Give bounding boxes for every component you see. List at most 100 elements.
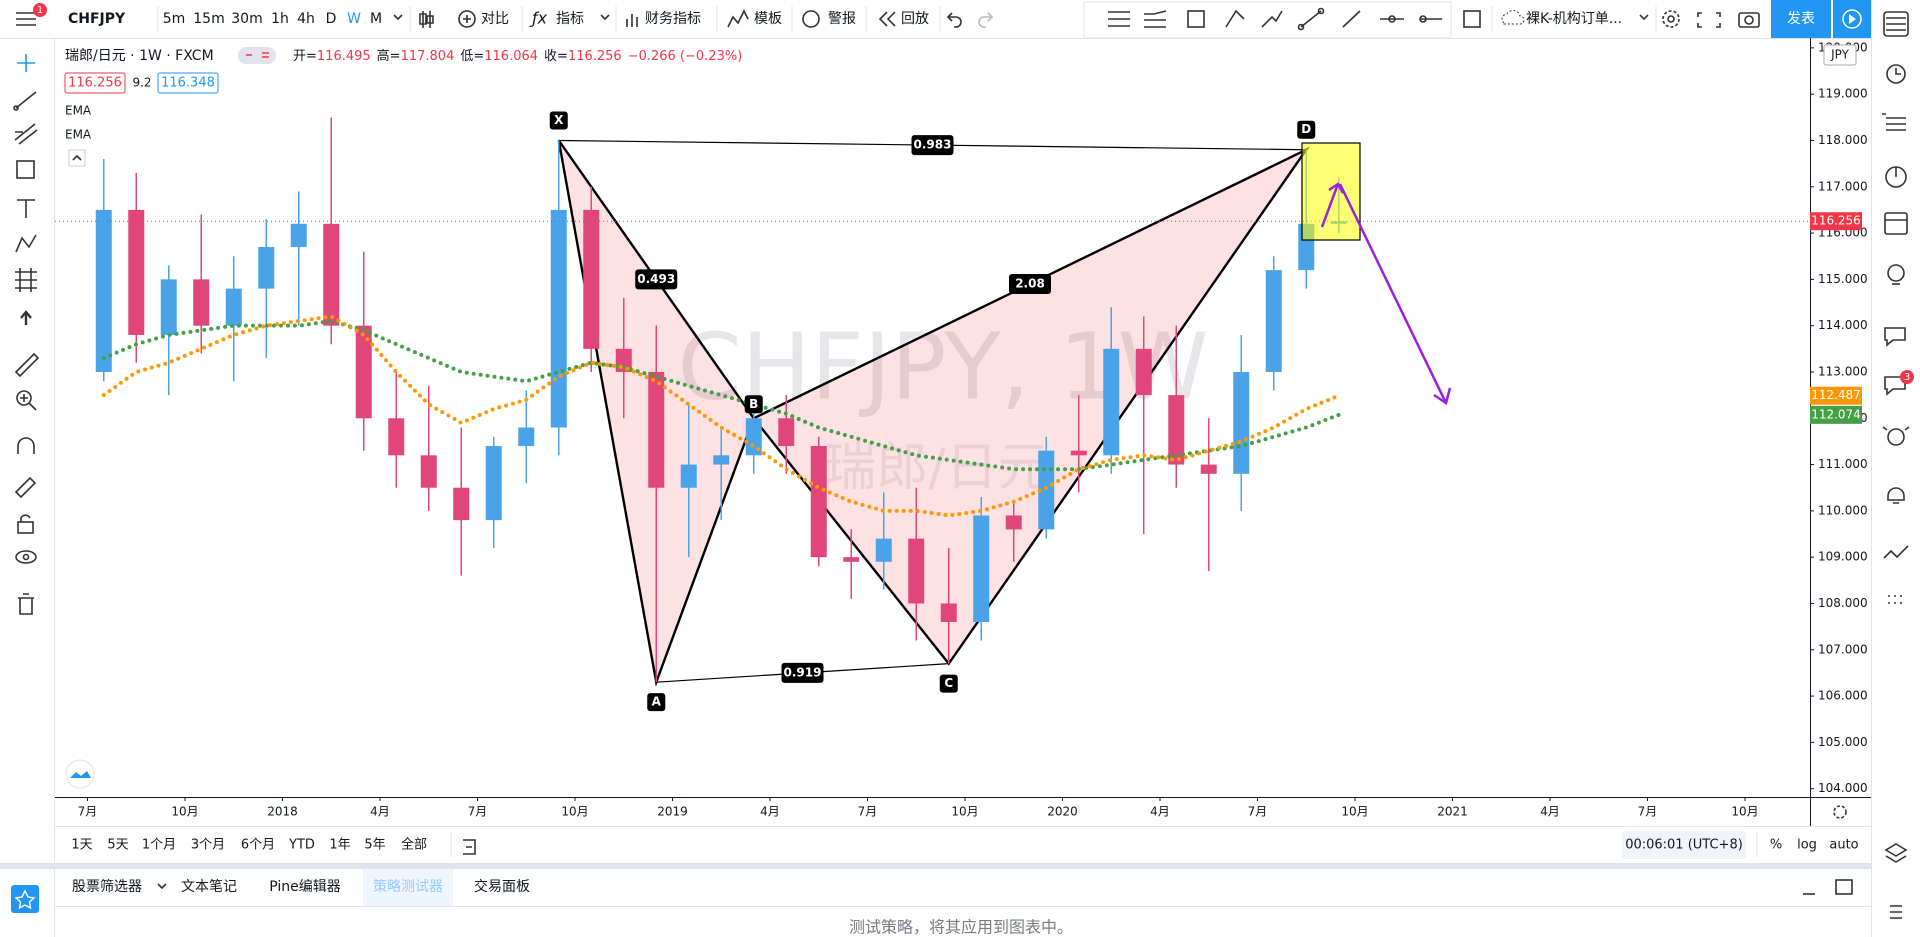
candle-body bbox=[485, 446, 502, 521]
x-tick-label: 10月 bbox=[1731, 805, 1758, 819]
symbol[interactable]: CHFJPY bbox=[68, 11, 126, 27]
auto-toggle[interactable]: auto bbox=[1829, 838, 1858, 853]
legend-toggle-icon bbox=[246, 52, 269, 58]
fullscreen-button[interactable] bbox=[1697, 12, 1721, 28]
range-button[interactable]: 全部 bbox=[401, 837, 427, 853]
favorites-button[interactable] bbox=[11, 885, 39, 913]
rectangle-tool[interactable] bbox=[1463, 10, 1481, 28]
interval-button[interactable]: 1h bbox=[271, 11, 289, 27]
x-tick-label: 10月 bbox=[171, 805, 198, 819]
dropdown-icon[interactable] bbox=[600, 14, 610, 21]
compare-icon bbox=[463, 15, 471, 23]
panel-tab[interactable]: 股票筛选器 bbox=[72, 879, 142, 895]
candle-body bbox=[1135, 348, 1152, 396]
interval-button[interactable]: 30m bbox=[231, 11, 262, 27]
interval-button[interactable]: M bbox=[370, 11, 382, 27]
menu-button[interactable] bbox=[16, 12, 36, 26]
logo-button[interactable] bbox=[65, 759, 95, 789]
x-tick-label: 7月 bbox=[468, 805, 488, 819]
y-tick-label: 108.000 bbox=[1818, 596, 1868, 610]
financials-button[interactable]: 财务指标 bbox=[645, 11, 701, 27]
templates-button[interactable]: 模板 bbox=[754, 11, 782, 27]
range-button[interactable]: 5年 bbox=[364, 838, 385, 853]
range-button[interactable]: 1个月 bbox=[142, 838, 176, 853]
watermark: CHFJPY, 1W bbox=[677, 313, 1208, 420]
layout-dropdown[interactable] bbox=[1639, 14, 1649, 21]
x-tick-label: 10月 bbox=[561, 805, 588, 819]
y-tick-label: 113.000 bbox=[1818, 364, 1868, 378]
publish-button[interactable] bbox=[1771, 0, 1831, 38]
range-button[interactable]: 1天 bbox=[71, 838, 92, 853]
range-button[interactable]: 3个月 bbox=[191, 838, 225, 853]
bid-box[interactable] bbox=[64, 72, 126, 94]
drawing-tools[interactable] bbox=[1108, 7, 1442, 31]
ohlc-value: 116.495 bbox=[317, 49, 371, 64]
compare-button[interactable]: 对比 bbox=[481, 11, 509, 27]
badge-text: 3 bbox=[1904, 372, 1910, 383]
panel-message: 测试策略，将其应用到图表中。 bbox=[849, 918, 1073, 937]
ema-line bbox=[101, 318, 1341, 472]
candle-body bbox=[128, 209, 145, 335]
panel-tab[interactable]: 文本笔记 bbox=[181, 879, 237, 895]
range-button[interactable]: YTD bbox=[288, 838, 315, 853]
undo-button[interactable] bbox=[946, 12, 962, 28]
goto-date-button[interactable] bbox=[463, 839, 476, 855]
indicators-button[interactable]: 指标 bbox=[556, 11, 584, 27]
spread: 9.2 bbox=[132, 76, 151, 90]
ratio-box bbox=[635, 269, 678, 290]
interval-button[interactable]: 4h bbox=[297, 11, 315, 27]
right-sidebar[interactable] bbox=[1882, 11, 1910, 919]
bar-style-button[interactable] bbox=[419, 11, 434, 28]
interval-button[interactable]: W bbox=[347, 11, 361, 27]
replay-button[interactable]: 回放 bbox=[901, 11, 929, 27]
range-button[interactable]: 5天 bbox=[107, 838, 128, 853]
ohlc-label: 高= bbox=[377, 48, 401, 64]
axis-settings[interactable] bbox=[1833, 805, 1847, 819]
settings-button[interactable] bbox=[1662, 10, 1680, 28]
settings-icon bbox=[1667, 15, 1675, 23]
legend-collapse[interactable] bbox=[68, 149, 86, 167]
range-button[interactable]: 6个月 bbox=[241, 838, 275, 853]
interval-button[interactable]: 15m bbox=[193, 11, 224, 27]
log-toggle[interactable]: log bbox=[1797, 838, 1817, 853]
candle-body bbox=[745, 418, 762, 456]
interval-button[interactable]: D bbox=[326, 11, 337, 27]
point-label: D bbox=[1301, 122, 1311, 136]
left-toolbar[interactable] bbox=[13, 54, 40, 615]
alert-button[interactable]: 警报 bbox=[828, 11, 856, 27]
ratio-label: 0.919 bbox=[784, 665, 822, 679]
x-tick-label: 7月 bbox=[1638, 805, 1658, 819]
price-label: 112.074 bbox=[1811, 407, 1861, 421]
point-box bbox=[647, 693, 666, 712]
play-icon bbox=[1849, 14, 1856, 24]
layout-name[interactable]: 裸K-机构订单... bbox=[1526, 11, 1622, 27]
interval-dropdown[interactable] bbox=[393, 14, 403, 21]
candle-body bbox=[420, 455, 437, 488]
point-box bbox=[549, 111, 568, 130]
point-box bbox=[1297, 120, 1316, 139]
collapse-icon bbox=[72, 154, 82, 161]
tab-dropdown[interactable] bbox=[157, 883, 167, 890]
percent-toggle[interactable]: % bbox=[1770, 838, 1782, 853]
legend-toggle[interactable] bbox=[238, 47, 276, 64]
candles bbox=[95, 117, 1347, 683]
snapshot-button[interactable] bbox=[1738, 12, 1760, 28]
replay-icon bbox=[878, 11, 896, 27]
candle-body bbox=[290, 223, 307, 247]
ask-box[interactable] bbox=[157, 72, 219, 94]
range-button[interactable]: 1年 bbox=[329, 838, 350, 853]
y-tick-label: 109.000 bbox=[1818, 550, 1868, 564]
panel-tab[interactable]: Pine编辑器 bbox=[269, 879, 341, 895]
interval-button[interactable]: 5m bbox=[163, 11, 186, 27]
redo-button[interactable] bbox=[978, 12, 994, 28]
panel-tab[interactable]: 交易面板 bbox=[474, 878, 530, 895]
ratio-box bbox=[1009, 273, 1051, 294]
price-label-box bbox=[1810, 405, 1862, 424]
currency-box[interactable] bbox=[1823, 44, 1857, 66]
maximize-button[interactable] bbox=[1835, 879, 1853, 895]
ratio-box bbox=[911, 135, 954, 156]
top-toolbar: 1 CHFJPY 5m 15m 30m 1h 4h D W M 对比 ƒx 指标 财务指标 模… bbox=[16, 0, 1871, 39]
templates-icon bbox=[727, 9, 749, 28]
candle-body bbox=[973, 515, 990, 622]
